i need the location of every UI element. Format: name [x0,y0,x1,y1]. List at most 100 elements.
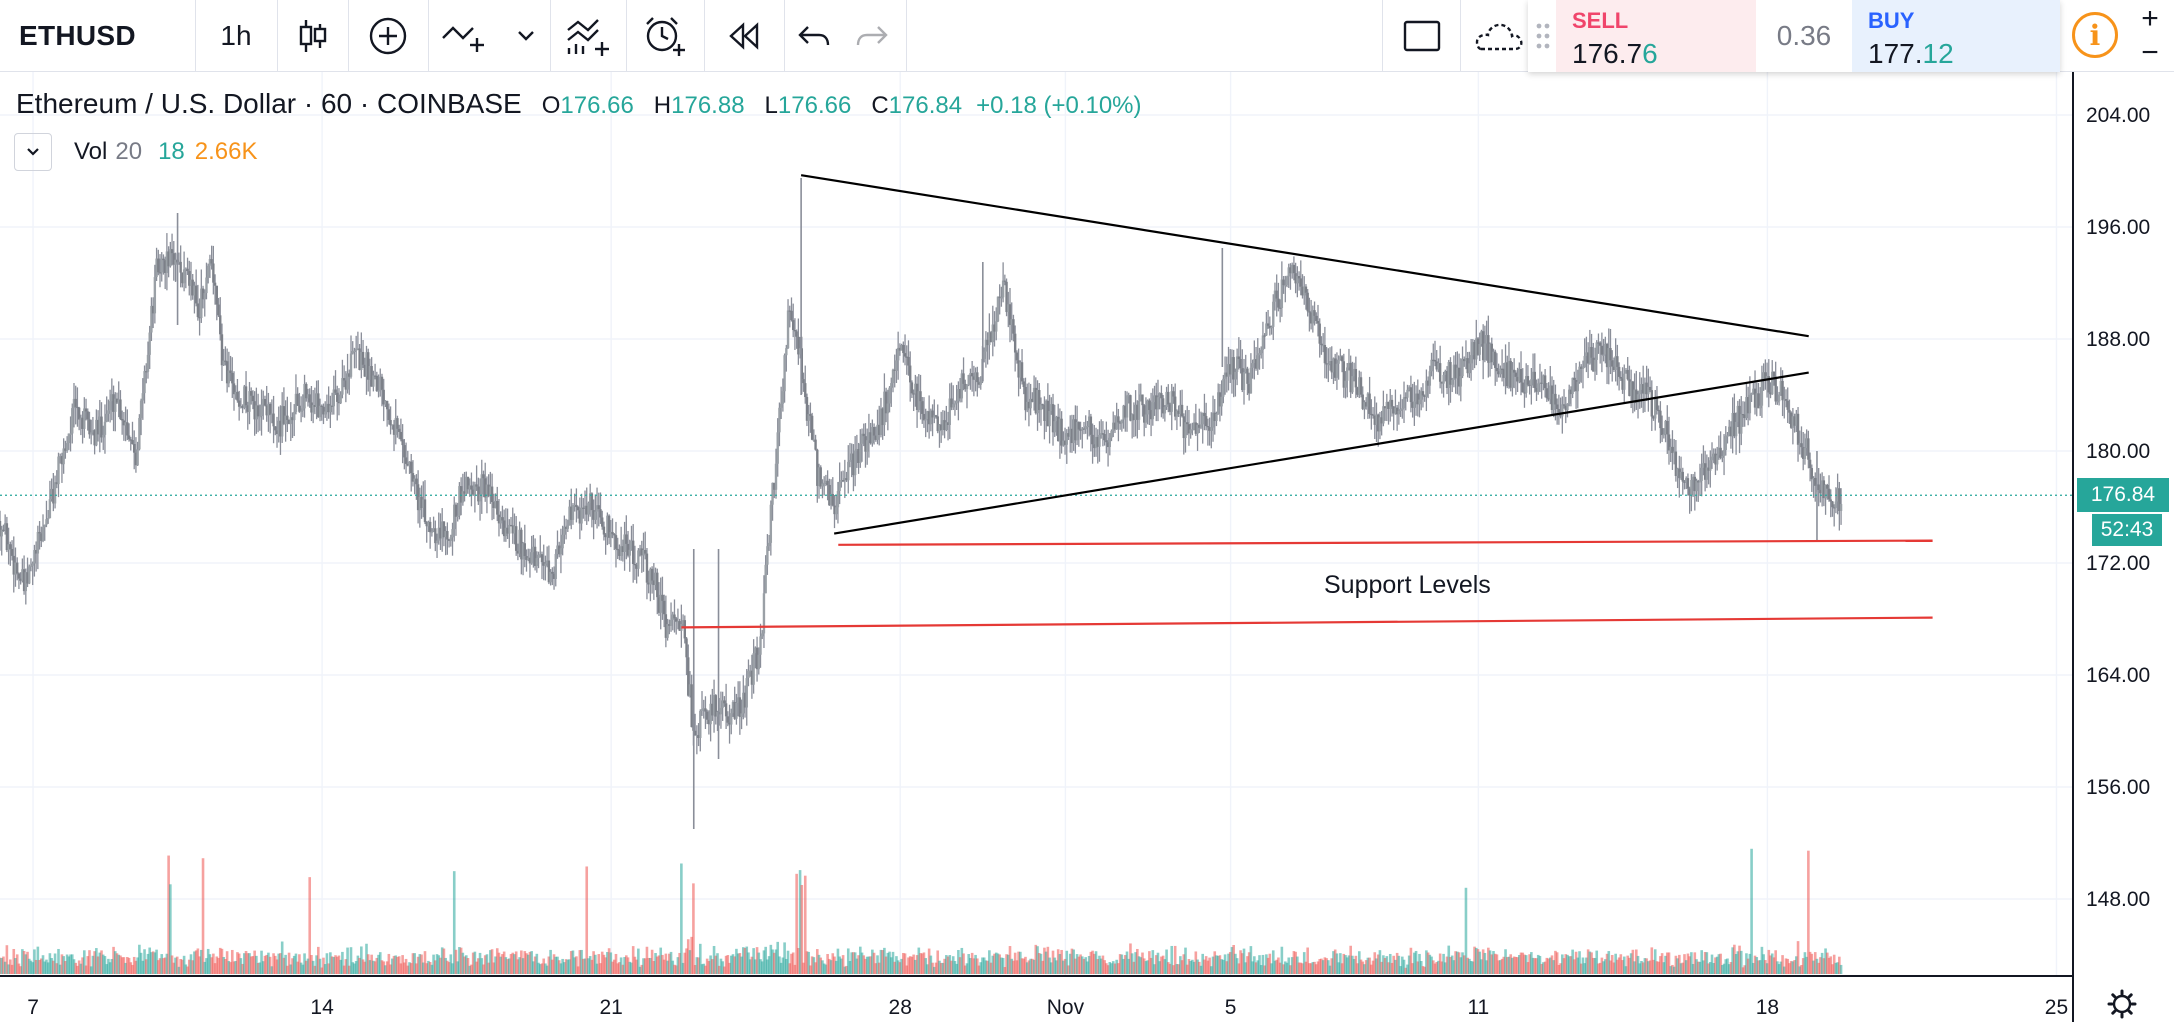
sell-button[interactable]: SELL 176.76 [1556,0,1756,72]
volume-bar [79,963,83,974]
candle-body [1304,286,1308,293]
volume-bar [1738,945,1741,974]
candle-body [738,697,742,718]
support-line [838,539,1933,546]
volume-bar [1290,957,1294,974]
volume-bar [575,956,578,974]
volume-bar [1815,958,1819,974]
candle-body [79,417,83,420]
candle-body [1758,405,1762,409]
drawing-tools-icon[interactable] [432,0,498,71]
volume-bar [418,954,422,974]
redo-icon[interactable] [844,0,900,71]
time-tick-label: 25 [2045,996,2068,1019]
candle-body [377,390,380,392]
zoom-out-button[interactable]: − [2141,36,2159,69]
volume-bar [1156,952,1160,974]
candle-body [1641,384,1645,394]
time-scale[interactable]: 7 14 21 28 Nov 5 11 18 25 [27,996,2068,1019]
candle-body [258,416,262,418]
volume-bar [1244,962,1248,974]
candle-body [253,401,256,420]
cloud-save-icon[interactable] [1464,0,1532,71]
volume-bar [1631,949,1635,974]
volume-bar [394,955,398,974]
candle-body [282,406,286,424]
volume-bar [389,964,392,974]
candle-body [1490,343,1493,363]
candle-body [107,410,110,414]
candle-body [67,433,71,444]
volume-bar [46,962,50,974]
volume-bar [649,957,652,974]
candle-body [279,420,282,437]
settings-gear-icon[interactable] [2107,989,2137,1019]
candle-body [673,614,676,619]
candle-body [5,523,9,551]
trendlines[interactable] [800,174,1809,535]
candle-body [1721,455,1724,458]
add-compare-icon[interactable] [352,0,424,71]
candles-icon[interactable] [280,0,346,71]
volume-bar [1559,963,1562,974]
volume-bar [315,955,318,974]
volume-bar [129,962,133,974]
volume-bar [721,961,724,974]
volume-bar [1648,960,1652,974]
info-icon[interactable]: i [2072,12,2118,58]
volume-bar [979,962,983,974]
volume-bar [910,956,914,974]
volume-bar [1065,950,1069,974]
volume-bar [1277,957,1280,974]
volume-bar [380,960,384,974]
price-scale[interactable]: 204.00196.00188.00180.00172.00164.00156.… [2086,104,2150,911]
candle-body [1079,429,1082,431]
volume-legend[interactable]: Vol 20 18 2.66K [14,133,258,171]
zoom-in-button[interactable]: + [2141,2,2159,35]
undo-icon[interactable] [786,0,842,71]
candle-body [1765,376,1769,380]
candle-body [1612,366,1616,370]
series-legend[interactable]: Ethereum / U.S. Dollar · 60 · COINBASE O… [16,88,1142,120]
volume-bar [1222,959,1225,974]
volume-bar [95,948,98,974]
support-levels-label[interactable]: Support Levels [1324,571,1491,599]
time-tick-label: 21 [599,996,622,1019]
volume-bar [139,952,143,974]
candle-body [838,481,841,492]
volume-bar [1031,958,1034,974]
volume-bar [1075,954,1079,974]
rectangle-icon[interactable] [1386,0,1458,71]
candle-body [93,430,96,446]
candle-body [169,249,172,267]
volume-bar [731,954,735,974]
replay-icon[interactable] [708,0,780,71]
candle-body [1530,379,1533,386]
volume-bar [840,958,843,974]
volume-bar [516,959,520,974]
volume-bar [762,950,766,974]
candle-body [943,420,946,430]
candle-body [1767,376,1770,393]
volume-bar [638,966,642,974]
volume-bar [1308,963,1311,974]
chevron-down-icon[interactable] [506,0,546,71]
candle-body [1156,397,1160,410]
drag-handle-icon[interactable] [1534,22,1552,50]
candle-body [294,393,298,412]
volume-bar [1669,966,1673,974]
candle-body [1557,409,1561,413]
indicators-icon[interactable] [554,0,622,71]
candle-body [1569,389,1573,395]
volume-bar [1779,961,1783,974]
candle-body [1428,371,1432,386]
support-lines[interactable] [681,539,1933,629]
collapse-toggle-button[interactable] [14,133,52,171]
alert-icon[interactable] [630,0,698,71]
buy-button[interactable]: BUY 177.12 [1852,0,2060,72]
interval-button[interactable]: 1h [220,19,252,51]
candle-body [835,507,838,515]
symbol-search-button[interactable]: ETHUSD [19,19,136,51]
candle-body [196,303,200,318]
